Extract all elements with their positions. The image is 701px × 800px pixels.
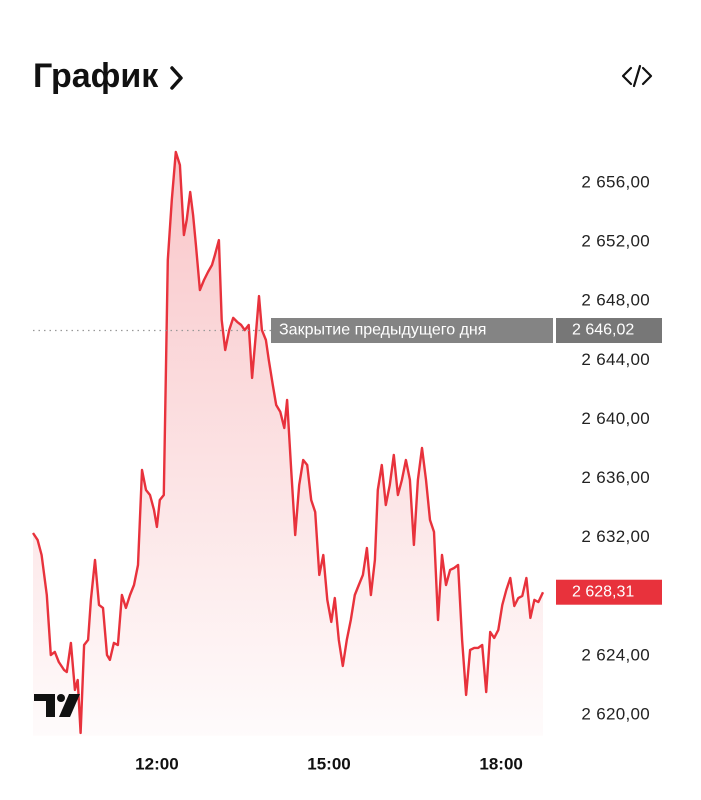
- y-tick-label: 2 636,00: [581, 468, 650, 487]
- y-tick-label: 2 648,00: [581, 291, 650, 310]
- plot-area: 2 620,002 624,002 628,002 632,002 636,00…: [32, 150, 662, 773]
- current-price-box: [556, 579, 662, 605]
- reference-value-box: [556, 318, 662, 344]
- x-tick-label: 12:00: [135, 754, 178, 773]
- x-tick-label: 15:00: [307, 754, 350, 773]
- price-line: [32, 150, 545, 735]
- area: [33, 152, 543, 736]
- reference-label-box: [271, 318, 553, 344]
- reference-label: Закрытие предыдущего дня: [279, 322, 486, 339]
- reference-value-label: 2 646,02: [572, 322, 634, 339]
- tradingview-logo: [34, 694, 80, 717]
- y-tick-label: 2 656,00: [581, 173, 650, 192]
- y-tick-label: 2 640,00: [581, 409, 650, 428]
- embed-icon[interactable]: [621, 64, 653, 88]
- y-tick-label: 2 620,00: [581, 704, 650, 723]
- current-price-label: 2 628,31: [572, 583, 634, 600]
- y-tick-label: 2 632,00: [581, 527, 650, 546]
- chart-title[interactable]: График: [33, 57, 159, 95]
- y-tick-label: 2 644,00: [581, 350, 650, 369]
- title-chevron[interactable]: [170, 66, 183, 90]
- y-tick-label: 2 652,00: [581, 232, 650, 251]
- x-tick-label: 18:00: [479, 754, 522, 773]
- y-tick-label: 2 624,00: [581, 645, 650, 664]
